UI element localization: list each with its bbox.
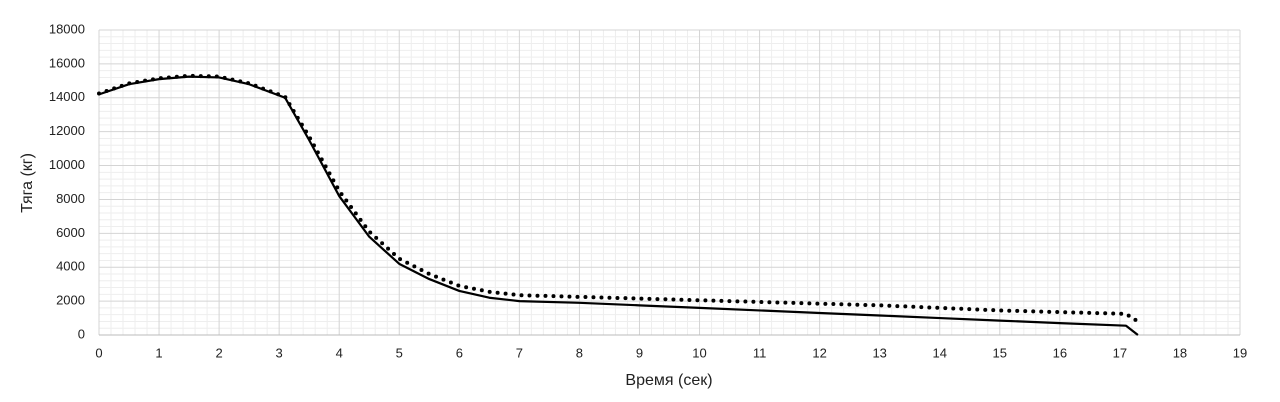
x-tick-label: 2 [215, 345, 222, 360]
x-tick-label: 18 [1173, 345, 1187, 360]
y-tick-label: 16000 [49, 55, 85, 70]
y-tick-label: 12000 [49, 123, 85, 138]
x-tick-label: 12 [812, 345, 826, 360]
x-tick-label: 10 [692, 345, 706, 360]
x-tick-label: 6 [456, 345, 463, 360]
x-tick-label: 1 [155, 345, 162, 360]
y-tick-label: 18000 [49, 21, 85, 36]
x-tick-label: 17 [1113, 345, 1127, 360]
x-tick-label: 13 [872, 345, 886, 360]
y-tick-label: 2000 [56, 293, 85, 308]
y-tick-label: 10000 [49, 157, 85, 172]
y-axis-title: Тяга (кг) [19, 153, 36, 213]
y-tick-label: 0 [78, 326, 85, 341]
x-tick-label: 8 [576, 345, 583, 360]
x-tick-label: 15 [993, 345, 1007, 360]
x-tick-label: 3 [276, 345, 283, 360]
x-tick-label: 5 [396, 345, 403, 360]
x-tick-label: 16 [1053, 345, 1067, 360]
y-tick-label: 14000 [49, 89, 85, 104]
x-tick-label: 9 [636, 345, 643, 360]
x-tick-label: 19 [1233, 345, 1247, 360]
y-tick-label: 8000 [56, 191, 85, 206]
series-line [97, 73, 1140, 324]
y-tick-label: 6000 [56, 225, 85, 240]
x-tick-label: 0 [95, 345, 102, 360]
x-axis-title: Время (сек) [625, 372, 712, 389]
x-tick-label: 7 [516, 345, 523, 360]
x-tick-label: 4 [336, 345, 343, 360]
y-tick-label: 4000 [56, 259, 85, 274]
x-tick-label: 14 [933, 345, 947, 360]
x-tick-label: 11 [753, 345, 767, 360]
